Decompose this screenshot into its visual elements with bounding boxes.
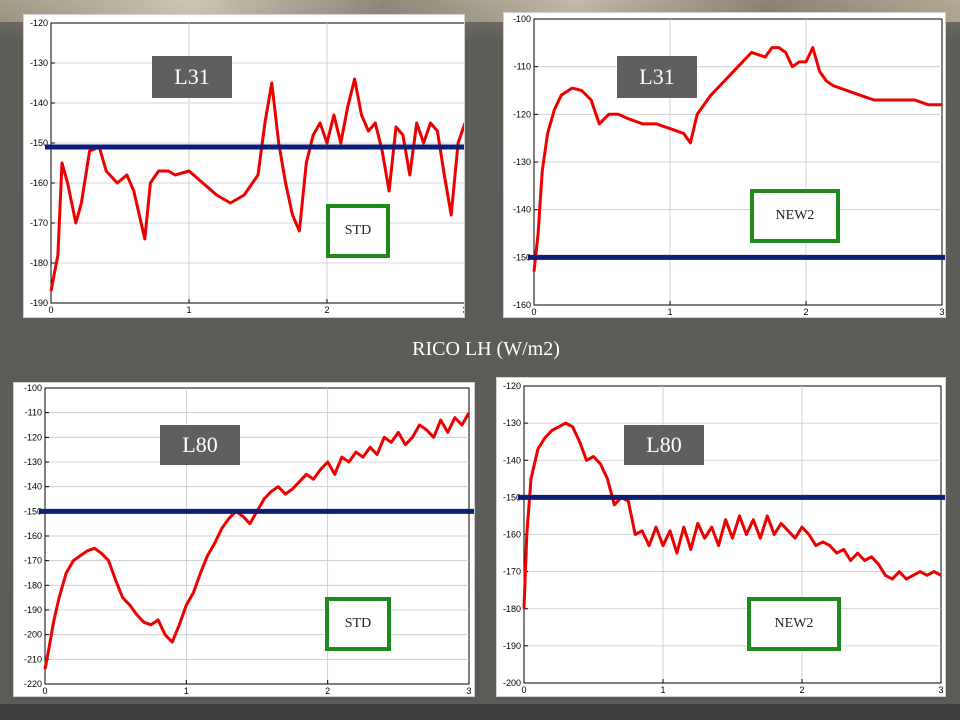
x-tick-label: 2: [803, 307, 808, 317]
y-tick-label: -140: [30, 98, 48, 108]
y-tick-label: -220: [24, 679, 42, 689]
y-tick-label: -170: [503, 567, 521, 577]
y-tick-label: -130: [513, 157, 531, 167]
y-tick-label: -110: [25, 408, 42, 418]
y-tick-label: -130: [24, 457, 42, 467]
y-tick-label: -160: [513, 300, 531, 310]
figure-title: RICO LH (W/m2): [412, 338, 560, 360]
y-tick-label: -140: [503, 455, 521, 465]
chart-panel-l80-new2: -120 -130 -140 -150 -160 -170 -180 -190 -200 0 1 2 3: [496, 377, 946, 697]
x-tick-label: 1: [186, 305, 191, 315]
scheme-badge-l31-new2: NEW2: [750, 189, 840, 243]
x-tick-label: 0: [42, 686, 47, 696]
run-badge-l31-std: L31: [152, 56, 232, 98]
chart-svg-l80-std: -100 -110 -120 -130 -140 -150 -160 -170 -180 -190…: [24, 383, 474, 696]
run-badge-l31-new2: L31: [617, 56, 697, 98]
y-tick-label: -150: [503, 492, 521, 502]
x-tick-label: 1: [660, 685, 665, 695]
scheme-badge-l80-new2: NEW2: [747, 597, 841, 651]
x-tick-label: 3: [466, 686, 471, 696]
x-tick-label: 0: [531, 307, 536, 317]
y-tick-label: -210: [24, 654, 42, 664]
y-tick-label: -180: [24, 580, 42, 590]
y-tick-label: -150: [24, 506, 42, 516]
x-tick-label: 3: [939, 307, 944, 317]
x-tick-label: 2: [325, 686, 330, 696]
scheme-badge-l31-std: STD: [326, 204, 390, 258]
y-tick-label: -190: [503, 641, 521, 651]
y-tick-label: -100: [24, 383, 42, 393]
y-tick-label: -170: [24, 556, 42, 566]
x-tick-label: 0: [48, 305, 53, 315]
y-tick-label: -180: [503, 604, 521, 614]
y-tick-label: -160: [503, 530, 521, 540]
series-line: [532, 46, 942, 272]
y-tick-label: -200: [24, 630, 42, 640]
x-tick-label: 1: [184, 686, 189, 696]
y-tick-label: -190: [30, 298, 48, 308]
x-tick-label: 3: [938, 685, 943, 695]
bottom-bar: [0, 704, 960, 720]
chart-panel-l80-std: -100 -110 -120 -130 -140 -150 -160 -170 -180 -190…: [13, 382, 475, 697]
y-tick-label: -110: [514, 62, 531, 72]
y-tick-label: -120: [503, 381, 521, 391]
y-tick-label: -160: [30, 178, 48, 188]
y-tick-label: -140: [513, 205, 531, 215]
y-tick-label: -200: [503, 678, 521, 688]
y-tick-label: -190: [24, 605, 42, 615]
y-tick-label: -170: [30, 218, 48, 228]
run-badge-l80-std: L80: [160, 425, 240, 465]
y-tick-label: -120: [513, 109, 531, 119]
x-tick-label: 0: [521, 685, 526, 695]
y-tick-label: -180: [30, 258, 48, 268]
y-tick-label: -130: [30, 58, 48, 68]
y-tick-label: -140: [24, 482, 42, 492]
x-tick-label: 2: [799, 685, 804, 695]
y-tick-label: -120: [24, 432, 42, 442]
series-line: [522, 421, 942, 609]
y-tick-label: -130: [503, 418, 521, 428]
x-tick-label: 3: [462, 305, 464, 315]
y-tick-label: -120: [30, 18, 48, 28]
x-tick-label: 1: [667, 307, 672, 317]
plot-frame: [50, 22, 464, 304]
y-tick-label: -150: [513, 252, 531, 262]
y-tick-label: -150: [30, 138, 48, 148]
scheme-badge-l80-std: STD: [325, 597, 391, 651]
y-tick-label: -100: [513, 14, 531, 24]
y-tick-label: -160: [24, 531, 42, 541]
run-badge-l80-new2: L80: [624, 425, 704, 465]
series-line: [43, 411, 471, 670]
chart-panel-l31-new2: -100 -110 -120 -130 -140 -150 -160 0 1 2 3: [503, 12, 946, 318]
x-tick-label: 2: [324, 305, 329, 315]
